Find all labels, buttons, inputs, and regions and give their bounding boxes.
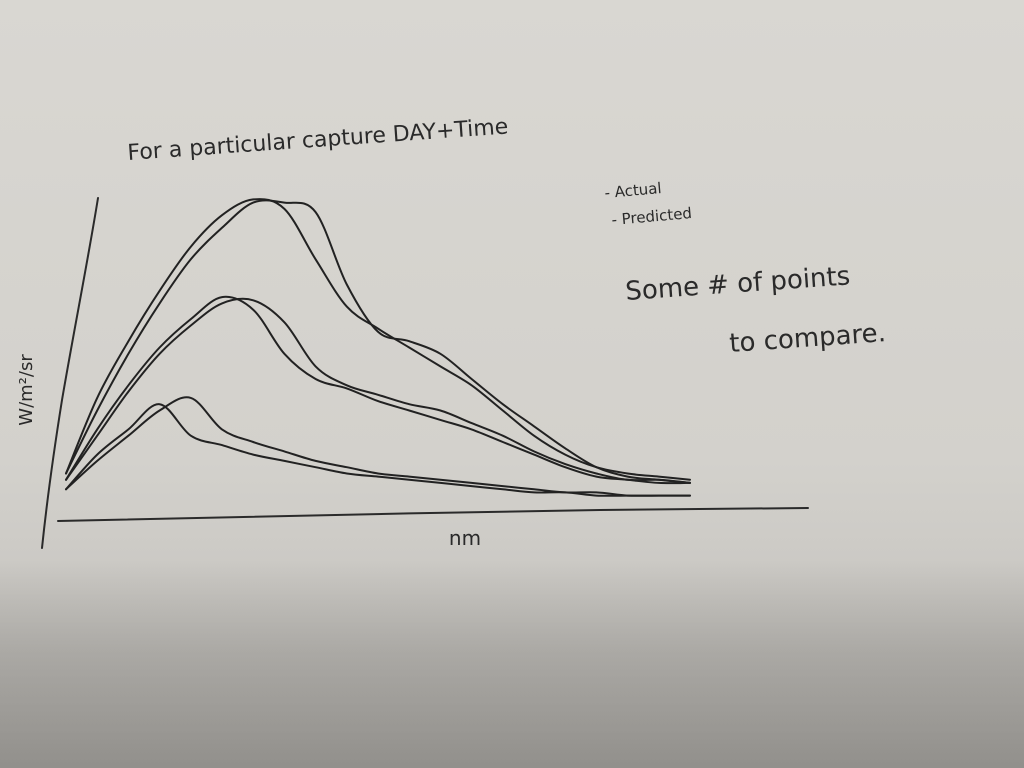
series-line-1 (65, 199, 691, 484)
series-line-4 (65, 295, 691, 485)
y-axis-line (41, 197, 99, 549)
annotation-line-2: to compare. (728, 318, 886, 359)
y-axis-label: W/m²/sr (16, 354, 37, 426)
paper-shadow (0, 560, 1024, 768)
annotation-line-1: Some # of points (624, 261, 851, 307)
chart-title: For a particular capture DAY+Time (127, 114, 509, 166)
series-line-3 (65, 297, 691, 484)
series-line-6 (65, 403, 691, 497)
legend-entry-actual: - Actual (604, 179, 663, 202)
x-axis-line (57, 507, 809, 522)
series-line-5 (65, 396, 691, 497)
x-axis-label: nm (449, 526, 481, 550)
legend-entry-predicted: - Predicted (611, 204, 693, 229)
series-line-2 (65, 198, 691, 481)
series-layer (65, 198, 691, 497)
